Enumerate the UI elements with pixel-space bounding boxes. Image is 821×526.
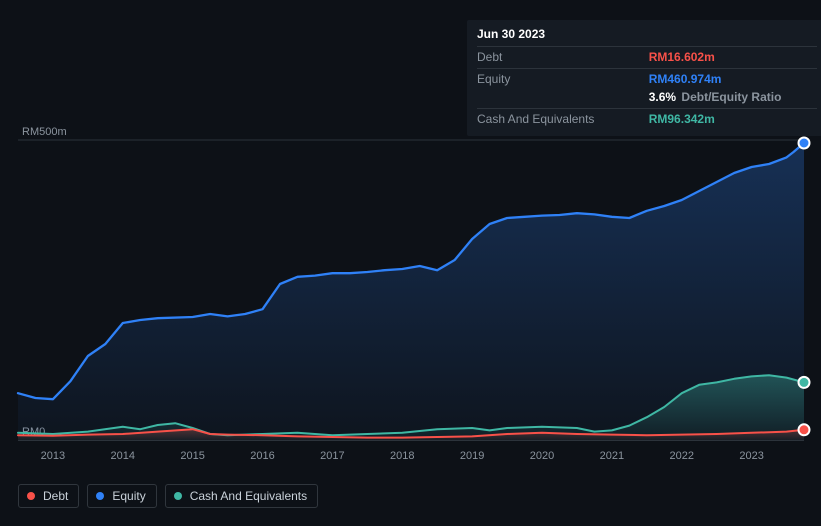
x-tick-2015: 2015 (180, 450, 204, 462)
x-tick-2023: 2023 (739, 450, 763, 462)
x-tick-2016: 2016 (250, 450, 274, 462)
legend-label: Debt (43, 489, 68, 503)
tooltip-row-label (477, 88, 649, 106)
x-tick-2021: 2021 (600, 450, 624, 462)
legend-label: Cash And Equivalents (190, 489, 307, 503)
x-tick-2013: 2013 (41, 450, 65, 462)
legend-dot (174, 492, 182, 500)
tooltip-row-value: RM96.342m (649, 110, 817, 128)
tooltip-row-label: Cash And Equivalents (477, 110, 649, 128)
tooltip-row: Cash And EquivalentsRM96.342m (477, 110, 817, 128)
tooltip-row: EquityRM460.974m (477, 70, 817, 88)
x-tick-2017: 2017 (320, 450, 344, 462)
legend-item-equity[interactable]: Equity (87, 484, 156, 508)
tooltip-row-value: RM460.974m (649, 70, 817, 88)
legend: Debt Equity Cash And Equivalents (18, 484, 318, 508)
tooltip-row-label: Equity (477, 70, 649, 88)
tooltip-panel: Jun 30 2023 DebtRM16.602mEquityRM460.974… (467, 20, 821, 136)
legend-dot (27, 492, 35, 500)
x-tick-2014: 2014 (111, 450, 135, 462)
x-tick-2018: 2018 (390, 450, 414, 462)
tooltip-row-label: Debt (477, 48, 649, 66)
legend-label: Equity (112, 489, 145, 503)
tooltip-table: DebtRM16.602mEquityRM460.974m3.6% Debt/E… (477, 48, 817, 128)
legend-item-debt[interactable]: Debt (18, 484, 79, 508)
x-tick-2019: 2019 (460, 450, 484, 462)
legend-item-cash-and-equivalents[interactable]: Cash And Equivalents (165, 484, 318, 508)
tooltip-row-value: 3.6% Debt/Equity Ratio (649, 88, 817, 106)
tooltip-row: DebtRM16.602m (477, 48, 817, 66)
legend-dot (96, 492, 104, 500)
chart-container: RM500m RM0 20132014201520162017201820192… (0, 0, 821, 526)
tooltip-row-value: RM16.602m (649, 48, 817, 66)
x-tick-2020: 2020 (530, 450, 554, 462)
tooltip-date: Jun 30 2023 (477, 26, 817, 45)
tooltip-row: 3.6% Debt/Equity Ratio (477, 88, 817, 106)
x-tick-2022: 2022 (669, 450, 693, 462)
